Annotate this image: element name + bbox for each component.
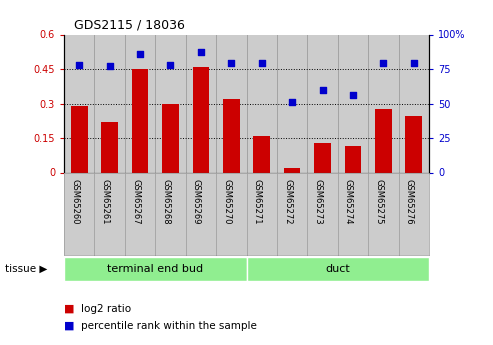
Bar <box>64 0 95 345</box>
Bar <box>284 168 300 172</box>
Bar <box>186 0 216 345</box>
Bar <box>375 109 391 172</box>
Text: GSM65268: GSM65268 <box>162 179 171 225</box>
Bar <box>102 122 118 172</box>
Text: GSM65260: GSM65260 <box>70 179 79 225</box>
Bar <box>223 99 240 172</box>
Text: GSM65276: GSM65276 <box>405 179 414 225</box>
Text: GSM65272: GSM65272 <box>283 179 292 225</box>
Bar <box>155 0 186 345</box>
Bar <box>307 0 338 345</box>
Text: GSM65271: GSM65271 <box>253 179 262 225</box>
Bar <box>345 146 361 172</box>
Bar <box>71 106 88 172</box>
Bar <box>253 136 270 172</box>
Point <box>106 63 113 69</box>
Bar <box>368 0 398 345</box>
Point <box>318 87 326 92</box>
Text: GSM65274: GSM65274 <box>344 179 353 225</box>
Point <box>136 51 144 57</box>
Text: terminal end bud: terminal end bud <box>107 264 203 274</box>
Point <box>75 62 83 68</box>
Point <box>197 50 205 55</box>
Text: GDS2115 / 18036: GDS2115 / 18036 <box>74 19 185 32</box>
Text: GSM65270: GSM65270 <box>222 179 231 225</box>
Bar <box>193 67 209 172</box>
Bar <box>398 0 429 345</box>
Text: percentile rank within the sample: percentile rank within the sample <box>81 321 257 331</box>
Point <box>410 61 418 66</box>
Bar <box>405 116 422 172</box>
Point <box>258 61 266 66</box>
Bar <box>314 142 331 172</box>
Bar <box>246 0 277 345</box>
Text: ■: ■ <box>64 321 74 331</box>
Text: tissue ▶: tissue ▶ <box>5 264 47 274</box>
Bar <box>95 0 125 345</box>
Point <box>288 99 296 105</box>
Point <box>167 62 175 68</box>
Bar <box>338 0 368 345</box>
Text: GSM65273: GSM65273 <box>314 179 322 225</box>
Bar <box>162 104 179 172</box>
Text: GSM65261: GSM65261 <box>101 179 109 225</box>
Bar <box>125 0 155 345</box>
Point <box>380 61 387 66</box>
Bar <box>132 69 148 172</box>
Point <box>349 92 357 97</box>
Text: duct: duct <box>325 264 350 274</box>
Text: GSM65267: GSM65267 <box>131 179 140 225</box>
Text: GSM65269: GSM65269 <box>192 179 201 225</box>
Text: ■: ■ <box>64 304 74 314</box>
Text: GSM65275: GSM65275 <box>374 179 384 225</box>
Text: log2 ratio: log2 ratio <box>81 304 132 314</box>
Bar <box>216 0 246 345</box>
Point <box>227 61 235 66</box>
Bar <box>277 0 307 345</box>
